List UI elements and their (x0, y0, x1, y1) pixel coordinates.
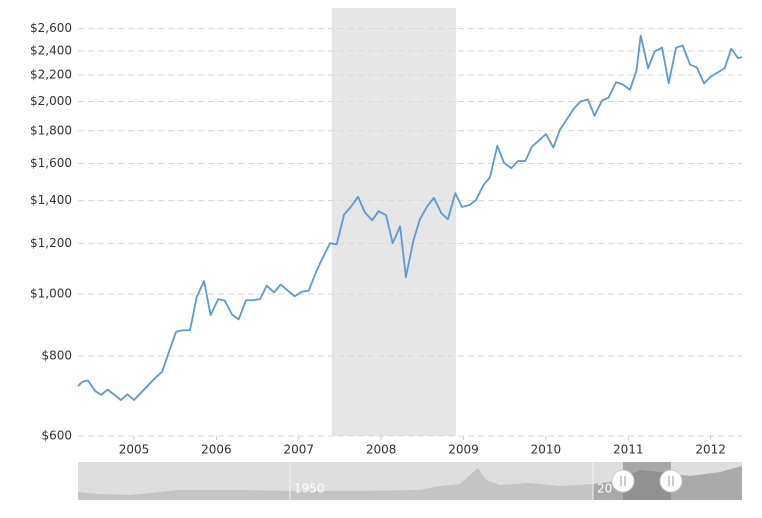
navigator-silhouette (78, 468, 593, 500)
navigator-label: 1950 (294, 482, 325, 496)
price-line (77, 34, 743, 401)
x-tick-label: 2011 (613, 443, 644, 457)
y-tick-label: $600 (41, 429, 72, 443)
x-tick-label: 2005 (119, 443, 150, 457)
y-tick-label: $800 (41, 349, 72, 363)
shaded-band (331, 8, 457, 436)
y-tick-label: $2,000 (30, 94, 72, 108)
x-tick-label: 2006 (201, 443, 232, 457)
y-tick-label: $1,800 (30, 123, 72, 137)
navigator-handle[interactable] (659, 469, 683, 493)
y-tick-label: $1,400 (30, 193, 72, 207)
x-tick-label: 2008 (366, 443, 397, 457)
y-tick-label: $1,600 (30, 156, 72, 170)
navigator-handle[interactable] (611, 469, 635, 493)
x-tick-label: 2007 (284, 443, 315, 457)
navigator: 1950 20 (78, 462, 742, 500)
y-tick-label: $2,600 (30, 21, 72, 35)
navigator-label: 20 (597, 482, 612, 496)
x-tick-label: 2009 (448, 443, 479, 457)
y-tick-label: $2,200 (30, 68, 72, 82)
y-tick-label: $1,000 (30, 287, 72, 301)
y-tick-label: $1,200 (30, 236, 72, 250)
y-tick-label: $2,400 (30, 43, 72, 57)
x-tick-label: 2010 (531, 443, 562, 457)
x-tick-label: 2012 (695, 443, 726, 457)
